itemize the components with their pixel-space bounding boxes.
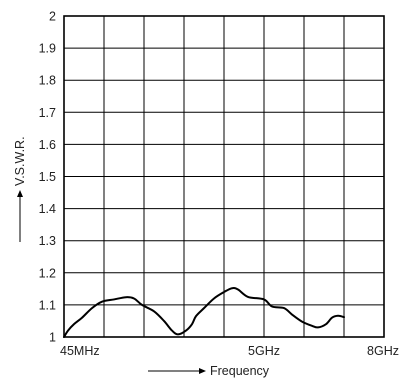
plot-frame <box>63 15 385 338</box>
x-axis-tick-labels: 45MHz 5GHz 8GHz <box>60 344 399 358</box>
x-tick-label: 5GHz <box>248 344 280 358</box>
y-axis-title-group: V.S.W.R. <box>13 136 27 242</box>
vswr-series-line <box>63 287 345 338</box>
y-tick-label: 1.1 <box>39 298 56 312</box>
x-tick-label: 45MHz <box>60 344 100 358</box>
x-axis-title: Frequency <box>210 364 270 378</box>
y-tick-label: 1.7 <box>39 106 56 120</box>
y-tick-label: 1.8 <box>39 74 56 88</box>
y-tick-label: 1.2 <box>39 266 56 280</box>
x-axis-arrow-head <box>199 368 206 374</box>
x-axis-title-group: Frequency <box>148 364 270 378</box>
y-tick-label: 1 <box>49 331 56 345</box>
y-tick-label: 1.5 <box>39 170 56 184</box>
y-tick-label: 1.6 <box>39 138 56 152</box>
y-tick-label: 1.3 <box>39 234 56 248</box>
y-axis-tick-labels: 1 1.1 1.2 1.3 1.4 1.5 1.6 1.7 1.8 1.9 2 <box>39 10 56 345</box>
y-axis-title: V.S.W.R. <box>13 136 27 186</box>
y-axis-arrow-head <box>17 190 23 197</box>
y-tick-label: 1.4 <box>39 202 56 216</box>
grid-lines <box>64 16 384 337</box>
x-tick-label: 8GHz <box>367 344 399 358</box>
y-tick-label: 1.9 <box>39 42 56 56</box>
y-tick-label: 2 <box>49 10 56 24</box>
